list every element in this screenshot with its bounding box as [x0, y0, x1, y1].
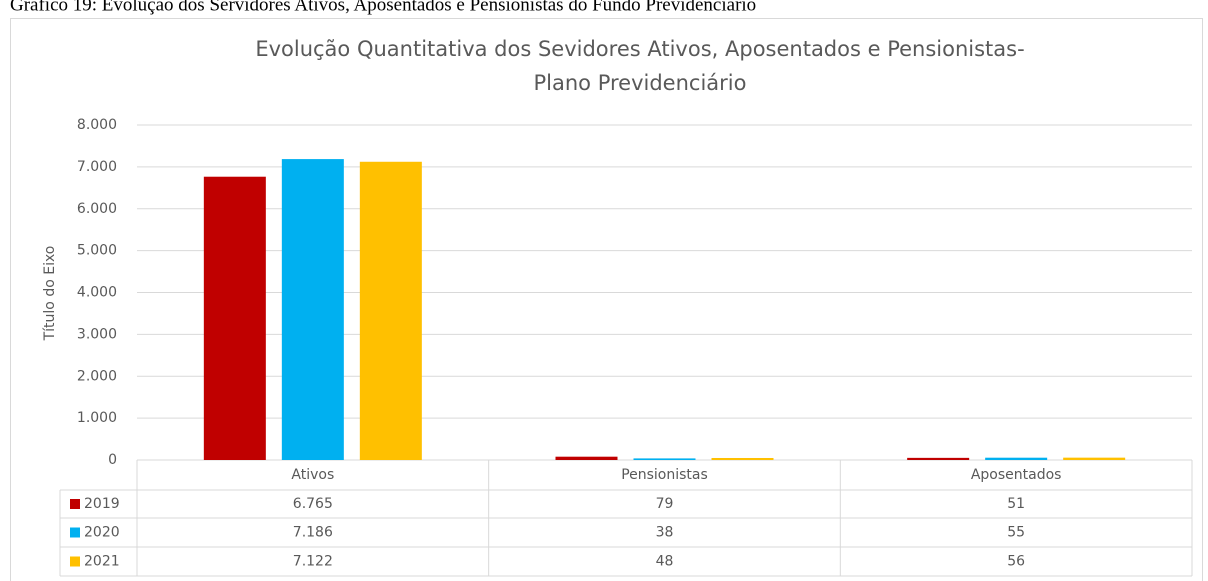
- chart-title: Plano Previdenciário: [534, 71, 747, 95]
- bar: [555, 456, 618, 460]
- table-value: 48: [656, 554, 674, 570]
- table-value: 38: [656, 525, 674, 541]
- y-tick-label: 8.000: [77, 117, 117, 133]
- legend-label: 2020: [84, 525, 120, 541]
- legend-swatch: [70, 499, 80, 509]
- y-tick-label: 5.000: [77, 243, 117, 259]
- table-value: 7.186: [293, 525, 333, 541]
- table-value: 6.765: [293, 496, 333, 512]
- table-value: 79: [656, 496, 674, 512]
- y-tick-label: 6.000: [77, 201, 117, 217]
- table-value: 7.122: [293, 554, 333, 570]
- bar: [281, 159, 344, 460]
- chart-border: [10, 18, 1203, 581]
- x-tick-label: Aposentados: [971, 467, 1062, 483]
- table-value: 51: [1007, 496, 1025, 512]
- table-value: 56: [1007, 554, 1025, 570]
- legend-label: 2019: [84, 496, 120, 512]
- x-tick-label: Ativos: [291, 467, 334, 483]
- x-tick-label: Pensionistas: [621, 467, 708, 483]
- legend-swatch: [70, 527, 80, 538]
- bar: [711, 457, 774, 460]
- bar: [1063, 457, 1126, 460]
- caption: Gráfico 19: Evolução dos Servidores Ativ…: [10, 0, 756, 15]
- table-value: 55: [1007, 525, 1025, 541]
- y-tick-label: 0: [108, 452, 117, 468]
- y-tick-label: 3.000: [77, 326, 117, 342]
- legend-label: 2021: [84, 554, 120, 570]
- y-tick-label: 4.000: [77, 285, 117, 301]
- bar: [985, 457, 1048, 460]
- y-axis-label: Título do Eixo: [42, 246, 58, 342]
- y-tick-label: 2.000: [77, 368, 117, 384]
- bar: [907, 457, 970, 460]
- y-tick-label: 7.000: [77, 159, 117, 175]
- bar: [359, 161, 422, 461]
- legend-swatch: [70, 556, 80, 567]
- chart-title: Evolução Quantitativa dos Sevidores Ativ…: [255, 37, 1024, 61]
- y-tick-label: 1.000: [77, 410, 117, 426]
- bar: [203, 176, 266, 460]
- bar: [633, 458, 696, 460]
